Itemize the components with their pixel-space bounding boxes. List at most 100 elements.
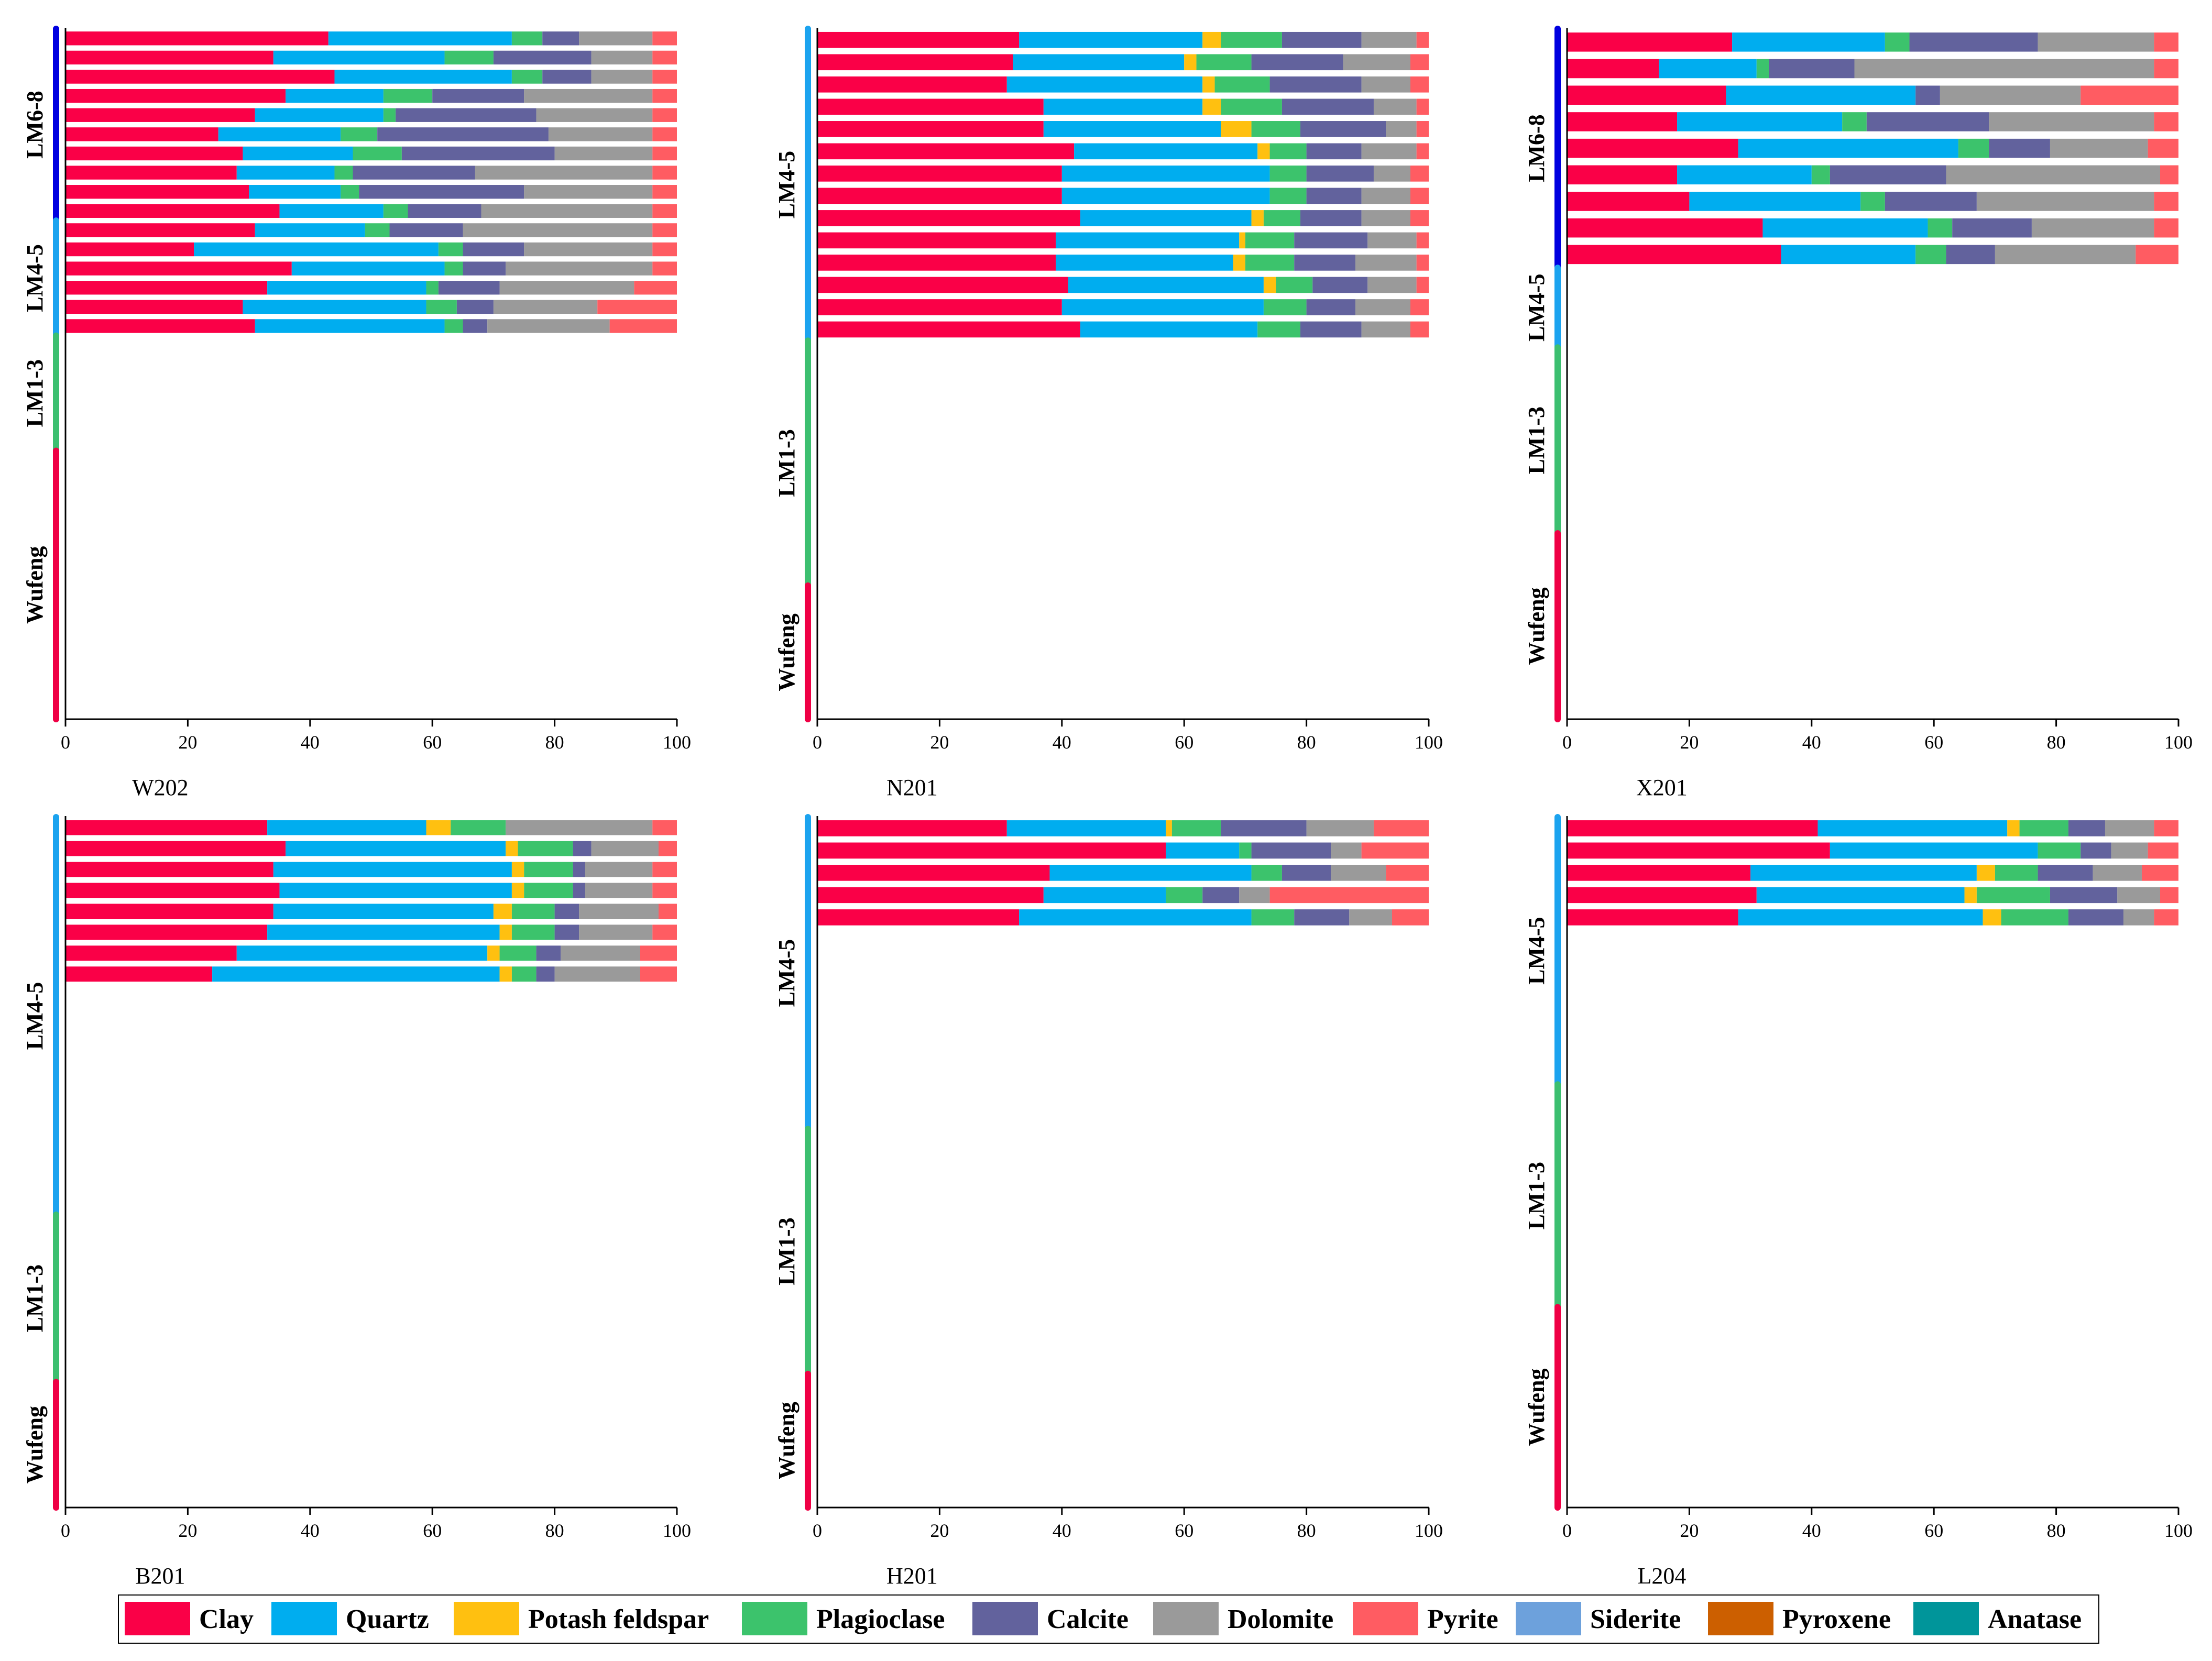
bar-n201-sample-1-pyrite: [1416, 31, 1429, 48]
bar-n201-sample-9-calcite: [1300, 210, 1362, 226]
bar-w202-sample-10-dolomite: [481, 204, 653, 218]
legend-swatch-anatase: [1913, 1602, 1979, 1635]
unit-label-x201-wufeng: Wufeng: [1524, 587, 1549, 665]
bar-h201-sample-4-pyrite: [1269, 887, 1429, 904]
bar-l204-sample-3-potash-feldspar: [1976, 864, 1995, 881]
bar-w202-sample-7-clay: [65, 146, 243, 161]
bar-w202-sample-8-clay: [65, 166, 237, 180]
bar-b201-sample-8-dolomite: [554, 966, 640, 982]
bar-x201-sample-8-calcite: [1952, 218, 2032, 238]
bar-b201-sample-8-calcite: [536, 966, 555, 982]
legend-swatch-pyroxene: [1708, 1602, 1773, 1635]
bar-n201-sample-9-potash-feldspar: [1251, 210, 1264, 226]
x-tick-label-h201-60: 60: [1175, 1520, 1193, 1541]
bar-n201-sample-6-potash-feldspar: [1257, 143, 1270, 160]
x-tick-label-b201-20: 20: [178, 1520, 197, 1541]
bar-w202-sample-7-plagioclase: [353, 146, 402, 161]
bar-h201-sample-3-plagioclase: [1251, 864, 1282, 881]
bar-l204-sample-1-clay: [1567, 820, 1818, 837]
bar-n201-sample-7-pyrite: [1410, 166, 1429, 182]
bar-x201-sample-4-clay: [1567, 112, 1678, 131]
bar-w202-sample-1-pyrite: [652, 31, 677, 46]
bar-l204-sample-1-calcite: [2068, 820, 2105, 837]
bar-n201-sample-11-quartz: [1056, 255, 1233, 271]
bar-n201-sample-9-clay: [817, 210, 1080, 226]
bar-l204-sample-2-calcite: [2080, 842, 2111, 859]
legend-label-siderite: Siderite: [1590, 1604, 1681, 1634]
bar-b201-sample-5-calcite: [554, 904, 579, 919]
bar-w202-sample-5-calcite: [396, 108, 536, 122]
bar-l204-sample-3-plagioclase: [1995, 864, 2038, 881]
bar-l204-sample-1-quartz: [1817, 820, 2008, 837]
unit-label-h201-wufeng: Wufeng: [774, 1402, 800, 1479]
bar-n201-sample-10-pyrite: [1416, 232, 1429, 249]
bar-b201-sample-1-potash-feldspar: [426, 820, 451, 835]
bar-h201-sample-1-calcite: [1221, 820, 1307, 837]
bar-h201-sample-4-clay: [817, 887, 1044, 904]
bar-b201-sample-6-dolomite: [579, 925, 653, 940]
bar-w202-sample-14-pyrite: [634, 281, 677, 295]
unit-label-h201-lm4-5: LM4-5: [774, 939, 800, 1007]
bar-n201-sample-4-quartz: [1043, 98, 1203, 115]
bar-b201-sample-6-quartz: [267, 925, 500, 940]
bar-w202-sample-14-clay: [65, 281, 268, 295]
legend-label-plagioclase: Plagioclase: [816, 1604, 945, 1634]
bar-n201-sample-1-clay: [817, 31, 1020, 48]
bar-n201-sample-8-dolomite: [1361, 188, 1410, 204]
panel-x201: 0 20 40 60 80 100 X201 LM6-8 LM4-5 LM1-3 Wufeng: [1524, 26, 2193, 800]
x-tick-label-n201-100: 100: [1415, 732, 1443, 753]
x-tick-label-w202-100: 100: [663, 732, 691, 753]
bar-h201-sample-1-dolomite: [1306, 820, 1374, 837]
bar-x201-sample-6-plagioclase: [1811, 165, 1830, 185]
legend-label-pyroxene: Pyroxene: [1782, 1604, 1891, 1634]
bar-x201-sample-8-plagioclase: [1928, 218, 1953, 238]
unit-label-b201-lm4-5: LM4-5: [22, 982, 48, 1050]
bar-w202-sample-2-dolomite: [591, 50, 653, 65]
bar-l204-sample-3-clay: [1567, 864, 1751, 881]
bar-b201-sample-7-quartz: [236, 945, 488, 961]
bar-w202-sample-9-pyrite: [652, 185, 677, 199]
bar-x201-sample-1-dolomite: [2038, 32, 2154, 52]
bar-b201-sample-1-pyrite: [652, 820, 677, 835]
bar-w202-sample-10-clay: [65, 204, 280, 218]
bar-n201-sample-3-calcite: [1269, 76, 1362, 93]
bar-b201-sample-4-clay: [65, 883, 280, 898]
bar-x201-sample-2-quartz: [1659, 59, 1757, 79]
x-tick-label-l204-0: 0: [1562, 1520, 1572, 1541]
bar-w202-sample-6-plagioclase: [341, 127, 378, 141]
x-tick-label-b201-80: 80: [545, 1520, 564, 1541]
bar-n201-sample-10-clay: [817, 232, 1056, 249]
bar-n201-sample-10-potash-feldspar: [1239, 232, 1245, 249]
bar-n201-sample-8-calcite: [1306, 188, 1362, 204]
bar-n201-sample-5-quartz: [1043, 121, 1221, 137]
panel-b201: 0 20 40 60 80 100 B201 LM4-5 LM1-3 Wufeng: [22, 814, 691, 1589]
bar-w202-sample-13-quartz: [291, 261, 445, 276]
bar-l204-sample-1-dolomite: [2105, 820, 2154, 837]
bar-n201-sample-6-calcite: [1306, 143, 1362, 160]
bar-h201-sample-5-dolomite: [1349, 909, 1392, 926]
bar-x201-sample-7-dolomite: [1976, 192, 2154, 211]
bar-b201-sample-6-calcite: [554, 925, 579, 940]
x-tick-label-h201-40: 40: [1053, 1520, 1071, 1541]
legend-swatch-plagioclase: [742, 1602, 807, 1635]
bar-h201-sample-4-dolomite: [1239, 887, 1270, 904]
legend-swatch-quartz: [271, 1602, 337, 1635]
unit-label-w202-lm4-5: LM4-5: [22, 244, 48, 312]
panel-w202: 0 20 40 60 80 100 W202 LM6-8 LM4-5 LM1-3 Wufeng: [22, 26, 691, 800]
bar-w202-sample-15-plagioclase: [426, 300, 457, 314]
bar-l204-sample-5-potash-feldspar: [1983, 909, 2001, 926]
bar-b201-sample-2-pyrite: [658, 841, 677, 856]
bar-b201-sample-4-pyrite: [652, 883, 677, 898]
x-tick-label-b201-100: 100: [663, 1520, 691, 1541]
bar-x201-sample-4-plagioclase: [1842, 112, 1867, 131]
bar-h201-sample-4-plagioclase: [1166, 887, 1203, 904]
bar-h201-sample-3-pyrite: [1386, 864, 1429, 881]
bar-x201-sample-6-dolomite: [1946, 165, 2160, 185]
bar-x201-sample-4-dolomite: [1989, 112, 2154, 131]
bar-n201-sample-4-calcite: [1282, 98, 1374, 115]
bar-h201-sample-1-clay: [817, 820, 1007, 837]
bar-x201-sample-9-pyrite: [2136, 245, 2178, 265]
bar-x201-sample-3-pyrite: [2080, 85, 2178, 105]
bar-b201-sample-8-clay: [65, 966, 213, 982]
bar-x201-sample-2-clay: [1567, 59, 1659, 79]
